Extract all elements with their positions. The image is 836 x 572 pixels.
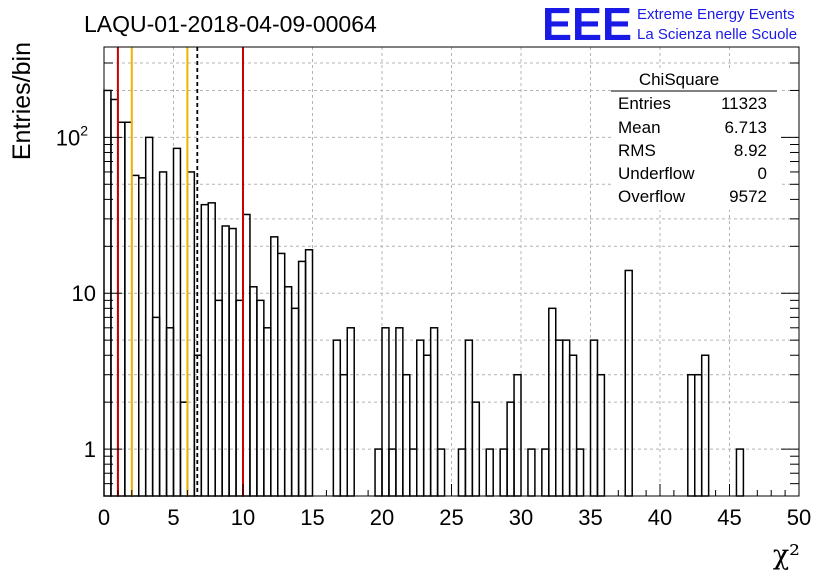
histogram-bin — [575, 448, 585, 497]
histogram-bin — [596, 373, 606, 497]
histogram-bin — [214, 299, 223, 497]
histogram-bin — [151, 316, 161, 497]
stats-label-entries: Entries — [618, 94, 671, 113]
stats-name: ChiSquare — [639, 70, 719, 89]
histogram-bin — [200, 203, 210, 497]
histogram-bin — [589, 339, 599, 497]
histogram-bin — [339, 373, 348, 497]
histogram-bin — [165, 327, 175, 497]
x-tick-label: 10 — [231, 505, 255, 530]
eee-logo: EEE Extreme Energy Events La Scienza nel… — [542, 0, 797, 50]
histogram-bin — [138, 177, 147, 497]
histogram-bin — [283, 286, 293, 497]
histogram-bin — [735, 448, 745, 497]
histogram-bin — [541, 448, 550, 497]
histogram-bin — [207, 202, 216, 497]
y-tick-label: 1 — [84, 437, 96, 462]
histogram-bin — [144, 136, 154, 497]
histogram-bin — [221, 225, 230, 497]
x-tick-label: 50 — [787, 505, 811, 530]
y-axis-label: Entries/bin — [8, 42, 36, 160]
x-tick-label: 0 — [98, 505, 110, 530]
stats-label-overflow: Overflow — [618, 187, 686, 206]
histogram-bin — [186, 171, 196, 497]
histogram-bin — [700, 354, 710, 497]
histogram-bin — [270, 236, 279, 497]
reference-lines — [116, 47, 244, 496]
x-tick-label: 40 — [648, 505, 672, 530]
histogram-bin — [297, 260, 307, 497]
stats-value-mean: 6.713 — [724, 118, 767, 137]
chart-title: LAQU-01-2018-04-09-00064 — [84, 11, 377, 37]
histogram-bin — [568, 354, 578, 497]
stats-box: ChiSquare Entries 11323 Mean 6.713 RMS 8… — [611, 68, 781, 210]
histogram-bin — [464, 339, 474, 497]
histogram-bin — [513, 373, 522, 497]
histogram-bin — [422, 354, 432, 497]
histogram-bin — [242, 213, 251, 497]
histogram-bin — [416, 339, 425, 497]
stats-label-mean: Mean — [618, 118, 661, 137]
x-tick-label: 30 — [509, 505, 533, 530]
histogram-bin — [131, 174, 140, 497]
histogram-bin — [374, 448, 383, 497]
histogram-bin — [228, 227, 237, 497]
histogram-bin — [395, 327, 404, 497]
histogram-bin — [346, 327, 355, 497]
stats-value-rms: 8.92 — [734, 141, 767, 160]
x-tick-label: 15 — [300, 505, 324, 530]
stats-value-overflow: 9572 — [729, 187, 767, 206]
histogram-bin — [402, 373, 411, 497]
x-tick-label: 25 — [439, 505, 463, 530]
stats-value-underflow: 0 — [758, 164, 767, 183]
histogram-bin — [409, 448, 418, 497]
histogram-bin — [249, 286, 258, 497]
x-tick-label: 45 — [717, 505, 741, 530]
y-tick-label: 10 — [72, 281, 96, 306]
histogram-bin — [694, 373, 703, 497]
histogram-bin — [256, 299, 265, 497]
histogram-bin — [158, 171, 168, 497]
histogram-bin — [624, 269, 633, 497]
grid-lines — [104, 47, 799, 497]
logo-line1: Extreme Energy Events — [637, 6, 795, 23]
histogram-bin — [561, 339, 571, 497]
histogram-bin — [499, 448, 508, 497]
histogram-bin — [527, 448, 536, 497]
x-tick-label: 35 — [578, 505, 602, 530]
histogram-bin — [304, 249, 314, 497]
histogram-bin — [555, 339, 564, 497]
histogram-bin — [110, 98, 119, 497]
histogram-bin — [124, 121, 133, 497]
histogram-bin — [381, 327, 390, 497]
histogram-bin — [485, 448, 494, 497]
histogram-bin — [436, 448, 446, 497]
x-tick-label: 20 — [370, 505, 394, 530]
histogram-bin — [429, 327, 439, 497]
histogram-bin — [457, 448, 467, 497]
y-tick-exponent: 2 — [80, 122, 88, 138]
x-tick-label: 5 — [167, 505, 179, 530]
histogram-bin — [235, 299, 244, 497]
histogram-bin — [263, 327, 272, 497]
histogram-bin — [687, 373, 696, 497]
logo-line2: La Scienza nelle Scuole — [637, 26, 797, 43]
stats-label-rms: RMS — [618, 141, 656, 160]
histogram-bin — [332, 339, 342, 497]
x-axis-label: χ² — [773, 540, 800, 571]
stats-label-underflow: Underflow — [618, 164, 695, 183]
y-tick-label: 102 — [56, 122, 88, 150]
histogram-bin — [172, 147, 182, 497]
histogram-bin — [117, 121, 126, 497]
stats-value-entries: 11323 — [721, 94, 767, 113]
histogram-bin — [388, 448, 397, 497]
logo-text: EEE — [542, 0, 632, 50]
